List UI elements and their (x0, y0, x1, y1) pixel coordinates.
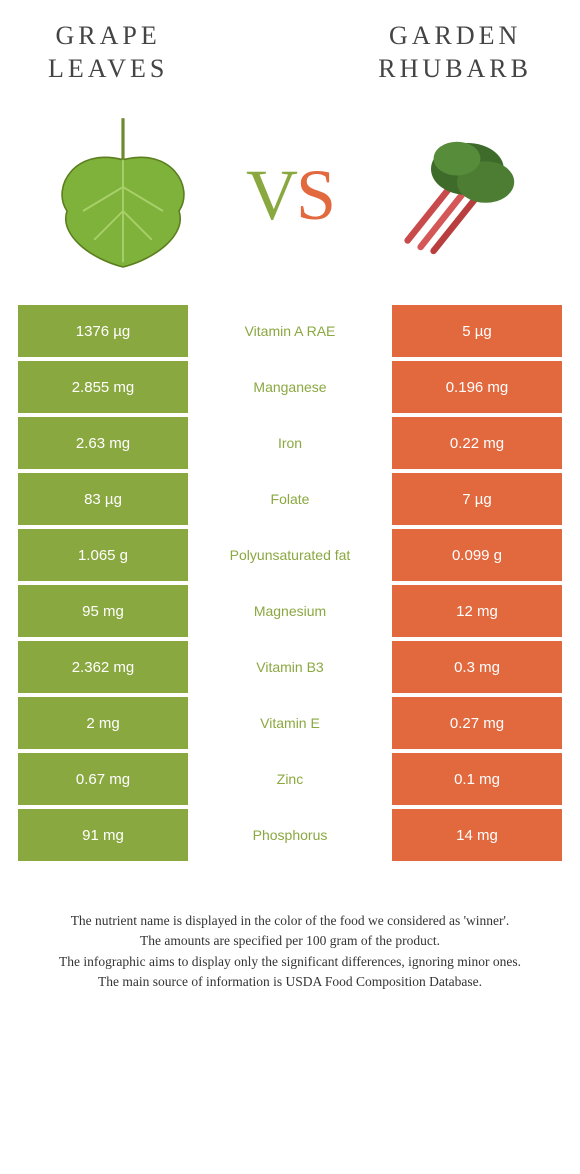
footer-line4: The main source of information is USDA F… (24, 972, 556, 992)
nutrient-label: Magnesium (192, 585, 388, 637)
right-value: 0.1 mg (392, 753, 562, 805)
right-value: 0.099 g (392, 529, 562, 581)
left-value: 2.362 mg (18, 641, 188, 693)
right-food-title-line1: GARDEN (389, 21, 521, 50)
nutrient-label: Vitamin B3 (192, 641, 388, 693)
right-value: 5 µg (392, 305, 562, 357)
right-value: 0.27 mg (392, 697, 562, 749)
nutrient-label: Polyunsaturated fat (192, 529, 388, 581)
rhubarb-image (377, 115, 537, 275)
footer-line3: The infographic aims to display only the… (24, 952, 556, 972)
left-value: 2 mg (18, 697, 188, 749)
left-food-title-line1: GRAPE (56, 21, 161, 50)
table-row: 95 mgMagnesium12 mg (18, 585, 562, 637)
footer-notes: The nutrient name is displayed in the co… (18, 911, 562, 992)
left-food-title-line2: LEAVES (48, 54, 168, 83)
left-value: 83 µg (18, 473, 188, 525)
left-food-title: GRAPE LEAVES (48, 20, 168, 85)
table-row: 2.63 mgIron0.22 mg (18, 417, 562, 469)
footer-line1: The nutrient name is displayed in the co… (24, 911, 556, 931)
right-value: 12 mg (392, 585, 562, 637)
left-value: 0.67 mg (18, 753, 188, 805)
nutrient-label: Folate (192, 473, 388, 525)
right-value: 0.22 mg (392, 417, 562, 469)
right-food-title: GARDEN RHUBARB (378, 20, 532, 85)
table-row: 2.855 mgManganese0.196 mg (18, 361, 562, 413)
right-value: 0.3 mg (392, 641, 562, 693)
table-row: 0.67 mgZinc0.1 mg (18, 753, 562, 805)
left-value: 2.63 mg (18, 417, 188, 469)
left-value: 2.855 mg (18, 361, 188, 413)
vs-v: V (246, 155, 296, 235)
table-row: 1376 µgVitamin A RAE5 µg (18, 305, 562, 357)
right-value: 7 µg (392, 473, 562, 525)
right-food-title-line2: RHUBARB (378, 54, 532, 83)
grape-leaves-image (43, 115, 203, 275)
table-row: 1.065 gPolyunsaturated fat0.099 g (18, 529, 562, 581)
left-value: 1376 µg (18, 305, 188, 357)
footer-line2: The amounts are specified per 100 gram o… (24, 931, 556, 951)
table-row: 2.362 mgVitamin B30.3 mg (18, 641, 562, 693)
nutrient-label: Iron (192, 417, 388, 469)
nutrient-label: Manganese (192, 361, 388, 413)
nutrient-table: 1376 µgVitamin A RAE5 µg2.855 mgManganes… (18, 305, 562, 861)
vs-icon: VS (246, 154, 334, 237)
vs-s: S (296, 155, 334, 235)
right-value: 0.196 mg (392, 361, 562, 413)
images-row: VS (18, 105, 562, 305)
table-row: 2 mgVitamin E0.27 mg (18, 697, 562, 749)
table-row: 83 µgFolate7 µg (18, 473, 562, 525)
nutrient-label: Vitamin E (192, 697, 388, 749)
table-row: 91 mgPhosphorus14 mg (18, 809, 562, 861)
header-titles: GRAPE LEAVES GARDEN RHUBARB (18, 20, 562, 85)
left-value: 91 mg (18, 809, 188, 861)
left-value: 1.065 g (18, 529, 188, 581)
nutrient-label: Vitamin A RAE (192, 305, 388, 357)
left-value: 95 mg (18, 585, 188, 637)
nutrient-label: Zinc (192, 753, 388, 805)
right-value: 14 mg (392, 809, 562, 861)
nutrient-label: Phosphorus (192, 809, 388, 861)
